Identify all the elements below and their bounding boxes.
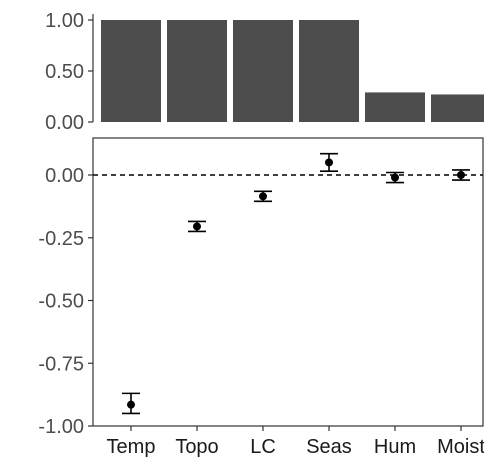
bottom-y-tick-label: -0.25 bbox=[38, 228, 84, 250]
bottom-panel-border bbox=[92, 137, 484, 427]
top-bar-panel: 0.00 0.50 1.00 bbox=[45, 10, 484, 134]
bottom-y-tick-label: -0.50 bbox=[38, 291, 84, 313]
point-marker bbox=[127, 400, 135, 409]
top-y-tick-label: 1.00 bbox=[45, 10, 84, 32]
bar-lc bbox=[233, 20, 293, 122]
point-marker bbox=[457, 171, 465, 179]
point-marker bbox=[193, 222, 201, 231]
x-tick-label-temp: Temp bbox=[107, 436, 156, 458]
top-y-tick-label: 0.50 bbox=[45, 61, 84, 83]
point-marker bbox=[259, 192, 267, 201]
point-hum bbox=[386, 171, 404, 184]
x-tick-label-hum: Hum bbox=[374, 436, 416, 458]
bottom-point-panel: 0.00 -0.25 -0.50 -0.75 -1.00 Temp Topo LC Seas Hu… bbox=[38, 137, 484, 458]
bottom-y-tick-label: -1.00 bbox=[38, 416, 84, 438]
point-marker bbox=[391, 173, 399, 182]
point-lc bbox=[254, 190, 272, 203]
bar-temp bbox=[101, 20, 161, 122]
x-tick-label-moist: Moist bbox=[437, 436, 484, 458]
bar-seas bbox=[299, 20, 359, 122]
bar-topo bbox=[167, 20, 227, 122]
bar-moist bbox=[431, 94, 484, 122]
bottom-y-tick-label: -0.75 bbox=[38, 353, 84, 375]
point-seas bbox=[320, 152, 338, 173]
point-moist bbox=[452, 169, 470, 181]
point-topo bbox=[188, 220, 206, 233]
bottom-y-tick-label: 0.00 bbox=[45, 165, 84, 187]
x-tick-label-seas: Seas bbox=[306, 436, 352, 458]
x-tick-label-lc: LC bbox=[250, 436, 276, 458]
x-tick-label-topo: Topo bbox=[175, 436, 218, 458]
bar-hum bbox=[365, 92, 425, 122]
point-marker bbox=[325, 158, 333, 167]
top-y-tick-label: 0.00 bbox=[45, 112, 84, 134]
point-temp bbox=[122, 392, 140, 415]
